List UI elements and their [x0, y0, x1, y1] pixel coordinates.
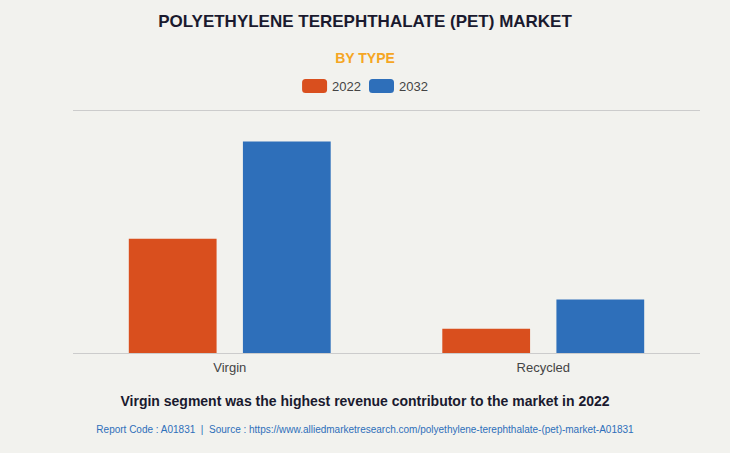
svg-text:2032: 2032	[399, 79, 428, 94]
svg-text:BY TYPE: BY TYPE	[335, 50, 395, 66]
svg-text:POLYETHYLENE TEREPHTHALATE (PE: POLYETHYLENE TEREPHTHALATE (PET) MARKET	[158, 12, 572, 31]
svg-text:Virgin segment was the highest: Virgin segment was the highest revenue c…	[120, 393, 609, 409]
svg-text:Report Code : A01831 | Sourc: Report Code : A01831 | Source : https://…	[96, 424, 634, 435]
svg-text:2022: 2022	[332, 79, 361, 94]
svg-text:Virgin: Virgin	[213, 360, 246, 375]
svg-text:Recycled: Recycled	[517, 360, 570, 375]
